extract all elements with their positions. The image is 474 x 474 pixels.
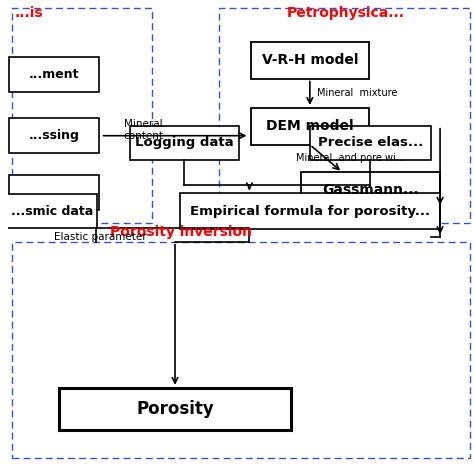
FancyBboxPatch shape (59, 388, 291, 430)
Text: V-R-H model: V-R-H model (262, 53, 358, 67)
Text: ...ssing: ...ssing (29, 129, 80, 142)
FancyBboxPatch shape (301, 172, 440, 208)
FancyBboxPatch shape (9, 174, 100, 210)
Text: Elastic parameter: Elastic parameter (54, 232, 147, 242)
Text: Mineral  mixture: Mineral mixture (317, 88, 397, 98)
FancyBboxPatch shape (9, 57, 100, 92)
Text: Porosity: Porosity (136, 400, 214, 418)
Text: Petrophysica...: Petrophysica... (287, 6, 405, 20)
Text: DEM model: DEM model (266, 119, 354, 133)
FancyBboxPatch shape (310, 126, 431, 160)
Text: ...ment: ...ment (29, 68, 79, 81)
FancyBboxPatch shape (180, 193, 440, 229)
Text: Mineral: Mineral (124, 119, 163, 129)
Text: content: content (124, 131, 164, 141)
FancyBboxPatch shape (7, 194, 97, 228)
Text: Porosity inversion: Porosity inversion (110, 225, 252, 239)
Text: Gassmann...: Gassmann... (322, 183, 419, 197)
FancyBboxPatch shape (251, 42, 369, 79)
FancyBboxPatch shape (9, 118, 100, 154)
Text: Precise elas...: Precise elas... (318, 136, 423, 149)
Text: Empirical formula for porosity...: Empirical formula for porosity... (190, 205, 430, 218)
Text: Logging data: Logging data (135, 136, 234, 149)
FancyBboxPatch shape (130, 126, 239, 160)
FancyBboxPatch shape (251, 108, 369, 145)
Text: Mineral  and pore wi...: Mineral and pore wi... (296, 153, 405, 164)
Text: ...is: ...is (15, 6, 43, 20)
Text: ...smic data: ...smic data (11, 205, 93, 218)
